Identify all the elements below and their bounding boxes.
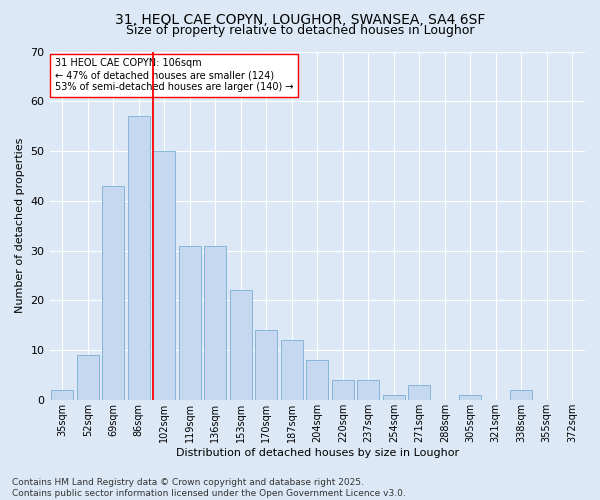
Bar [511,390,532,400]
Bar [52,390,73,400]
Bar [205,246,226,400]
Text: Size of property relative to detached houses in Loughor: Size of property relative to detached ho… [126,24,474,37]
Bar [307,360,328,400]
Bar [77,355,98,400]
Bar [179,246,200,400]
Bar [409,385,430,400]
Bar [281,340,302,400]
Bar [358,380,379,400]
Text: 31, HEOL CAE COPYN, LOUGHOR, SWANSEA, SA4 6SF: 31, HEOL CAE COPYN, LOUGHOR, SWANSEA, SA… [115,12,485,26]
Bar [332,380,353,400]
Bar [256,330,277,400]
X-axis label: Distribution of detached houses by size in Loughor: Distribution of detached houses by size … [176,448,459,458]
Bar [128,116,149,400]
Bar [103,186,124,400]
Bar [230,290,251,400]
Y-axis label: Number of detached properties: Number of detached properties [15,138,25,314]
Bar [460,395,481,400]
Bar [383,395,404,400]
Text: 31 HEOL CAE COPYN: 106sqm
← 47% of detached houses are smaller (124)
53% of semi: 31 HEOL CAE COPYN: 106sqm ← 47% of detac… [55,58,293,92]
Text: Contains HM Land Registry data © Crown copyright and database right 2025.
Contai: Contains HM Land Registry data © Crown c… [12,478,406,498]
Bar [154,151,175,400]
